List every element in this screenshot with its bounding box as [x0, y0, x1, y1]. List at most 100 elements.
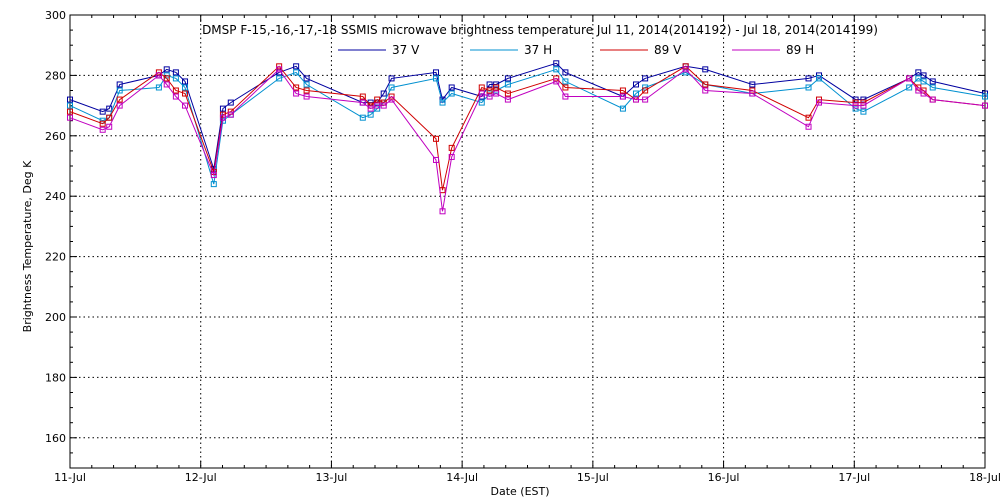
- data-point: [303, 81, 310, 88]
- data-point: [448, 84, 455, 91]
- data-point: [99, 126, 106, 133]
- legend-item: 37 H: [470, 43, 552, 57]
- data-point: [852, 105, 859, 112]
- data-point: [388, 96, 395, 103]
- data-point: [303, 75, 310, 82]
- data-point: [749, 87, 756, 94]
- data-point: [632, 96, 639, 103]
- data-point: [642, 96, 649, 103]
- data-point: [619, 105, 626, 112]
- data-point: [702, 81, 709, 88]
- data-point: [929, 96, 936, 103]
- data-point: [632, 81, 639, 88]
- series-89-h: [67, 66, 988, 215]
- y-tick-label: 280: [45, 69, 66, 82]
- x-tick-label: 11-Jul: [54, 471, 86, 484]
- data-point: [486, 93, 493, 100]
- data-point: [116, 102, 123, 109]
- data-point: [642, 75, 649, 82]
- data-point: [388, 75, 395, 82]
- data-point: [642, 87, 649, 94]
- data-point: [920, 78, 927, 85]
- data-point: [915, 75, 922, 82]
- x-tick-label: 14-Jul: [446, 471, 478, 484]
- data-point: [860, 102, 867, 109]
- data-point: [915, 69, 922, 76]
- data-point: [906, 84, 913, 91]
- data-point: [920, 90, 927, 97]
- data-point: [374, 96, 381, 103]
- data-point: [433, 69, 439, 76]
- legend-label: 37 H: [524, 43, 552, 57]
- data-point: [99, 108, 106, 115]
- data-point: [293, 69, 300, 76]
- data-point: [448, 144, 455, 151]
- data-point: [553, 60, 560, 67]
- data-point: [380, 102, 387, 109]
- y-tick-label: 180: [45, 371, 66, 384]
- data-point: [172, 87, 179, 94]
- data-point: [702, 66, 709, 73]
- data-point: [504, 90, 511, 97]
- legend-item: 37 V: [338, 43, 420, 57]
- data-point: [478, 90, 485, 97]
- series-line: [69, 68, 986, 185]
- data-point: [276, 66, 283, 73]
- series-line: [69, 62, 986, 170]
- data-point: [227, 99, 234, 106]
- data-point: [504, 75, 511, 82]
- data-point: [359, 99, 366, 106]
- data-point: [67, 108, 73, 115]
- data-point: [116, 81, 123, 88]
- legend: 37 V 37 H 89 V 89 H: [338, 43, 814, 57]
- data-point: [749, 90, 756, 97]
- series-89-v: [67, 63, 988, 194]
- data-point: [106, 105, 113, 112]
- data-point: [163, 75, 170, 82]
- y-tick-label: 300: [45, 9, 66, 22]
- data-point: [276, 75, 283, 82]
- data-point: [67, 102, 73, 109]
- data-point: [67, 96, 73, 103]
- data-point: [293, 84, 300, 91]
- data-point: [805, 75, 812, 82]
- data-point: [359, 114, 366, 121]
- x-axis-label: Date (EST): [490, 485, 549, 498]
- data-point: [493, 90, 500, 97]
- data-point: [182, 78, 189, 85]
- data-point: [860, 108, 867, 115]
- series-layer: [67, 60, 988, 215]
- data-point: [433, 135, 439, 142]
- y-tick-label: 220: [45, 251, 66, 264]
- data-point: [219, 105, 226, 112]
- data-point: [632, 90, 639, 97]
- data-point: [367, 111, 374, 118]
- data-point: [433, 156, 439, 163]
- data-point: [99, 120, 106, 127]
- data-point: [172, 93, 179, 100]
- x-tick-label: 15-Jul: [577, 471, 609, 484]
- data-point: [478, 99, 485, 106]
- data-point: [915, 87, 922, 94]
- data-point: [553, 78, 560, 85]
- data-point: [702, 87, 709, 94]
- data-point: [106, 114, 113, 121]
- data-point: [448, 153, 455, 160]
- data-point: [210, 172, 217, 179]
- data-point: [920, 72, 927, 79]
- y-tick-label: 260: [45, 130, 66, 143]
- x-tick-label: 17-Jul: [838, 471, 870, 484]
- data-point: [106, 123, 113, 130]
- data-point: [227, 111, 234, 118]
- series-37-h: [67, 66, 988, 188]
- data-point: [486, 81, 493, 88]
- data-point: [982, 102, 988, 109]
- data-point: [388, 84, 395, 91]
- data-point: [682, 66, 689, 73]
- data-point: [815, 99, 822, 106]
- x-tick-label: 13-Jul: [315, 471, 347, 484]
- data-point: [155, 72, 162, 79]
- legend-item: 89 V: [600, 43, 682, 57]
- series-line: [69, 65, 986, 191]
- x-tick-label: 12-Jul: [185, 471, 217, 484]
